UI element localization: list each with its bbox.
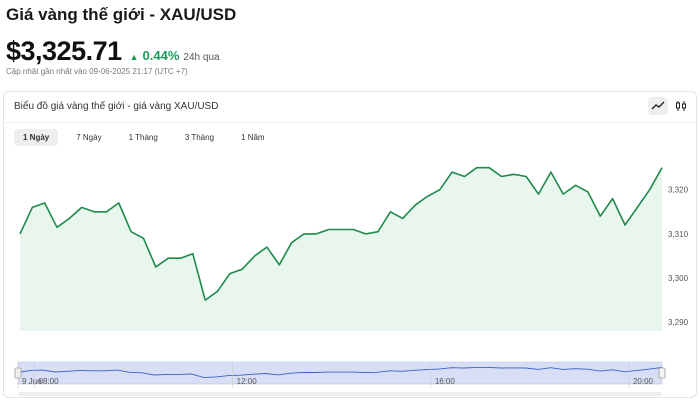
page-title: Giá vàng thế giới - XAU/USD [6,5,237,24]
tab-1-year[interactable]: 1 Năm [241,133,265,142]
chart-title: Biểu đồ giá vàng thế giới - giá vàng XAU… [14,101,219,112]
y-tick-label: 3,290 [668,318,689,327]
navigator-tick-label: 20:00 [633,377,654,386]
up-arrow-icon: ▲ [129,52,139,62]
tab-1-day[interactable]: 1 Ngày [14,129,59,146]
change-percent: 0.44% [142,48,180,63]
navigator-scrollbar[interactable] [18,392,662,396]
candlestick-button[interactable] [671,97,691,115]
line-chart-icon [651,101,665,110]
card-divider [4,122,696,123]
y-tick-label: 3,320 [668,186,689,195]
tab-3-months[interactable]: 3 Tháng [184,133,215,142]
navigator-tick-label: 16:00 [435,377,456,386]
candlestick-icon [676,101,686,111]
navigator-right-handle[interactable] [658,367,666,379]
tab-1-month[interactable]: 1 Tháng [128,133,158,142]
chart-card: Biểu đồ giá vàng thế giới - giá vàng XAU… [3,91,697,398]
tab-7-days[interactable]: 7 Ngày [76,133,102,142]
chart-type-toggle [648,97,691,115]
range-tabs: 1 Ngày 7 Ngày 1 Tháng 3 Tháng 1 Năm [14,129,283,146]
navigator-tick-label: 9 Jun [22,377,42,386]
price-line [19,166,663,301]
price-change: ▲ 0.44% [130,48,180,63]
navigator-window[interactable] [17,361,663,385]
price-row: $3,325.71 ▲ 0.44% 24h qua [6,36,220,67]
y-tick-label: 3,310 [668,230,689,239]
change-period: 24h qua [183,52,220,63]
last-updated: Cập nhật gần nhất vào 09-06-2025 21:17 (… [6,67,188,76]
line-chart-button[interactable] [648,97,668,115]
navigator-tick-label: 08:00 [39,377,60,386]
current-price: $3,325.71 [6,36,122,66]
navigator-tick-label: 12:00 [237,377,258,386]
price-area [20,167,662,331]
navigator-line [17,366,663,379]
y-tick-label: 3,300 [668,274,689,283]
